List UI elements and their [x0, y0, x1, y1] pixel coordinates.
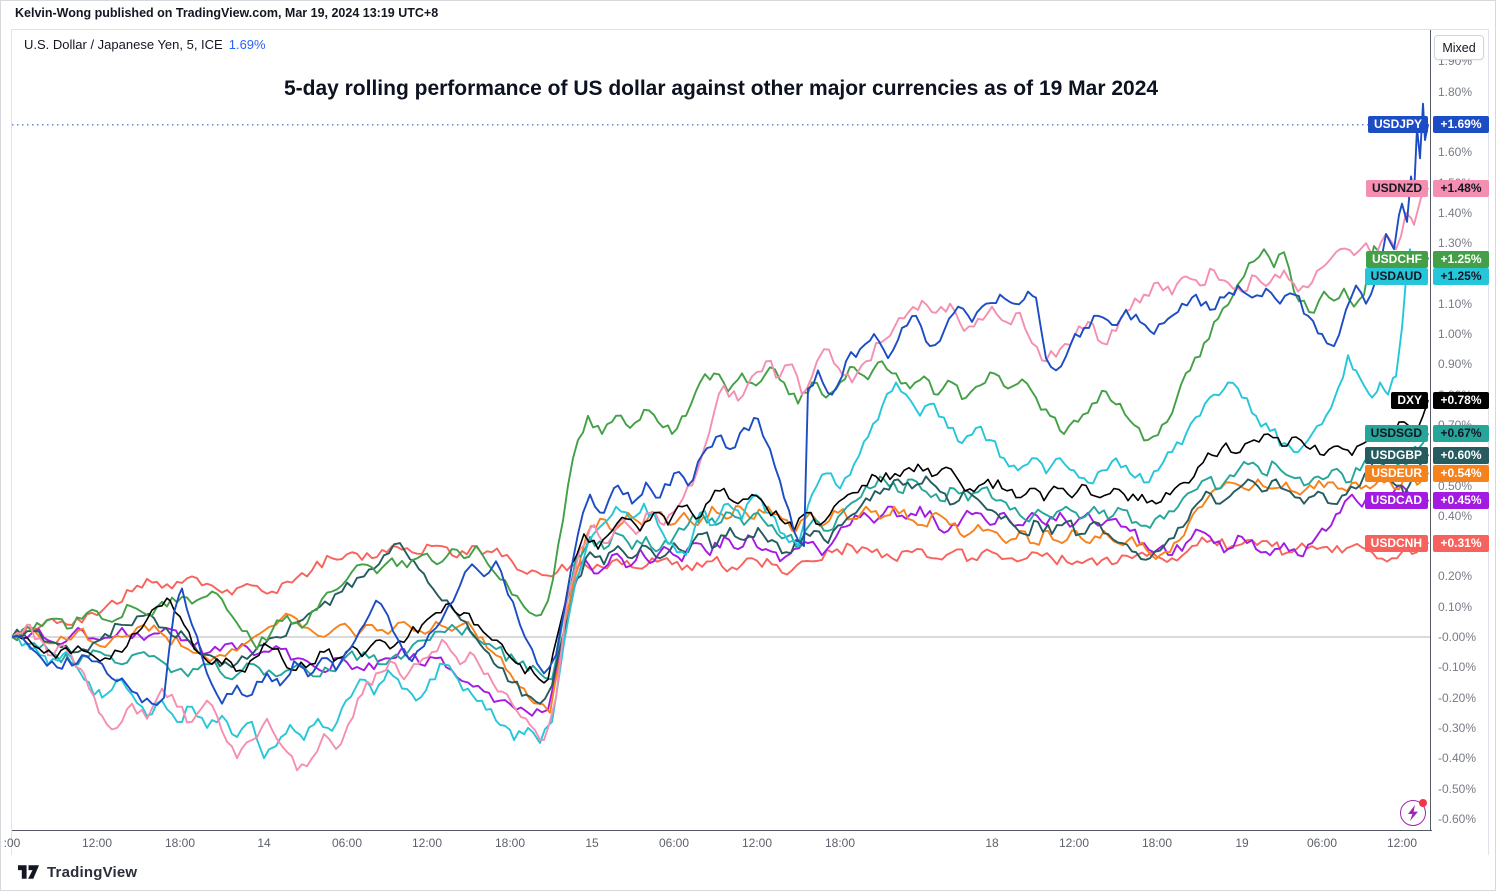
series-value-badge-usdaud: +1.25%: [1433, 267, 1489, 285]
price-tick-1.60: 1.60%: [1438, 145, 1473, 160]
attribution-line: Kelvin-Wong published on TradingView.com…: [15, 6, 439, 20]
series-value-badge-usdcnh: +0.31%: [1433, 534, 1489, 552]
time-tick: 12:00: [81, 836, 113, 850]
series-value-badge-usdeur: +0.54%: [1433, 464, 1489, 482]
series-name-badge-usdsgd: USDSGD: [1364, 425, 1428, 443]
series-line-usdsgd: [12, 433, 1429, 681]
price-tick--0.00: -0.00%: [1438, 630, 1477, 644]
time-tick: 19: [1235, 836, 1249, 850]
time-tick: 18:00: [164, 836, 196, 850]
symbol-title: U.S. Dollar / Japanese Yen, 5, ICE: [24, 37, 223, 52]
time-tick: 06:00: [331, 836, 363, 850]
chart-title: 5-day rolling performance of US dollar a…: [283, 77, 1159, 100]
series-value-badge-usdcad: +0.45%: [1433, 492, 1489, 510]
series-line-usdcad: [12, 484, 1429, 717]
price-tick--0.40: -0.40%: [1438, 751, 1477, 766]
price-tick-0.10: 0.10%: [1438, 599, 1473, 614]
price-tick-1.80: 1.80%: [1438, 84, 1473, 99]
chart-frame: U.S. Dollar / Japanese Yen, 5, ICE 1.69% …: [4, 29, 1489, 857]
price-tick-0.20: 0.20%: [1438, 569, 1473, 584]
time-tick: 06:00: [1306, 836, 1338, 850]
series-value-badge-usdjpy: +1.69%: [1433, 116, 1489, 134]
series-name-badge-usdaud: USDAUD: [1364, 267, 1428, 285]
price-lines-svg: [12, 102, 1432, 772]
time-tick: 12:00: [411, 836, 443, 850]
symbol-change: 1.69%: [228, 37, 266, 52]
series-name-badge-usdnzd: USDNZD: [1366, 180, 1428, 198]
time-tick: 18:00: [1141, 836, 1173, 850]
time-tick: 18: [985, 836, 999, 850]
time-tick: 12:00: [1058, 836, 1090, 850]
series-line-usdgbp: [12, 454, 1429, 705]
price-tick-1.00: 1.00%: [1438, 327, 1473, 341]
series-name-badge-usdeur: USDEUR: [1365, 464, 1428, 482]
chart-plot-area[interactable]: [12, 30, 1432, 832]
price-tick-0.50: 0.50%: [1438, 478, 1473, 493]
notification-dot: [1419, 799, 1427, 807]
series-line-dxy: [12, 399, 1429, 684]
price-scale-mode-button[interactable]: Mixed: [1434, 35, 1484, 60]
time-tick: 15: [585, 836, 599, 850]
time-tick: :00: [3, 836, 21, 850]
series-line-usdjpy: [12, 102, 1429, 706]
series-name-badge-usdcad: USDCAD: [1364, 492, 1428, 510]
price-tick-0.40: 0.40%: [1438, 508, 1473, 523]
price-tick--0.20: -0.20%: [1438, 690, 1477, 705]
alert-lightning-button[interactable]: [1400, 799, 1427, 826]
series-name-badge-usdgbp: USDGBP: [1364, 446, 1428, 464]
price-tick--0.60: -0.60%: [1438, 811, 1477, 826]
series-name-badge-usdjpy: USDJPY: [1367, 116, 1428, 134]
price-tick--0.30: -0.30%: [1438, 720, 1477, 735]
series-line-usdaud: [12, 248, 1429, 760]
series-value-badge-dxy: +0.78%: [1433, 392, 1489, 410]
series-value-badge-usdgbp: +0.60%: [1433, 446, 1489, 464]
series-line-usdchf: [12, 245, 1429, 651]
price-tick-1.10: 1.10%: [1438, 296, 1473, 311]
time-tick: 18:00: [494, 836, 526, 850]
time-tick: 06:00: [658, 836, 690, 850]
tradingview-logo-icon: [17, 865, 40, 879]
price-tick--0.10: -0.10%: [1438, 660, 1477, 675]
price-axis[interactable]: Mixed 1.90%1.80%1.70%1.60%1.50%1.40%1.30…: [1430, 30, 1488, 856]
price-scale-mode-label: Mixed: [1442, 40, 1476, 55]
price-tick-1.40: 1.40%: [1438, 205, 1473, 220]
price-tick-1.30: 1.30%: [1438, 236, 1473, 251]
time-tick: 14: [257, 836, 271, 850]
time-tick: 12:00: [1386, 836, 1418, 850]
series-line-usdnzd: [12, 187, 1429, 772]
time-tick: 12:00: [741, 836, 773, 850]
series-value-badge-usdnzd: +1.48%: [1433, 180, 1489, 198]
series-value-badge-usdchf: +1.25%: [1433, 250, 1489, 268]
time-axis[interactable]: :00 12:00 18:00 14 06:00 12:00 18:00 15 06:00 12:…: [4, 830, 1432, 856]
time-tick: 18:00: [824, 836, 856, 850]
lightning-icon: [1408, 805, 1418, 821]
price-tick--0.50: -0.50%: [1438, 781, 1477, 796]
tradingview-wordmark: TradingView: [47, 863, 138, 881]
price-tick-0.90: 0.90%: [1438, 357, 1473, 372]
symbol-info: U.S. Dollar / Japanese Yen, 5, ICE 1.69%: [20, 36, 270, 53]
footer-bar: TradingView: [1, 855, 1495, 890]
series-name-badge-usdchf: USDCHF: [1366, 250, 1428, 268]
series-value-badge-usdsgd: +0.67%: [1433, 425, 1489, 443]
series-line-usdcnh: [12, 536, 1429, 638]
series-line-usdeur: [12, 469, 1429, 714]
series-name-badge-usdcnh: USDCNH: [1364, 534, 1428, 552]
series-name-badge-dxy: DXY: [1391, 392, 1428, 410]
